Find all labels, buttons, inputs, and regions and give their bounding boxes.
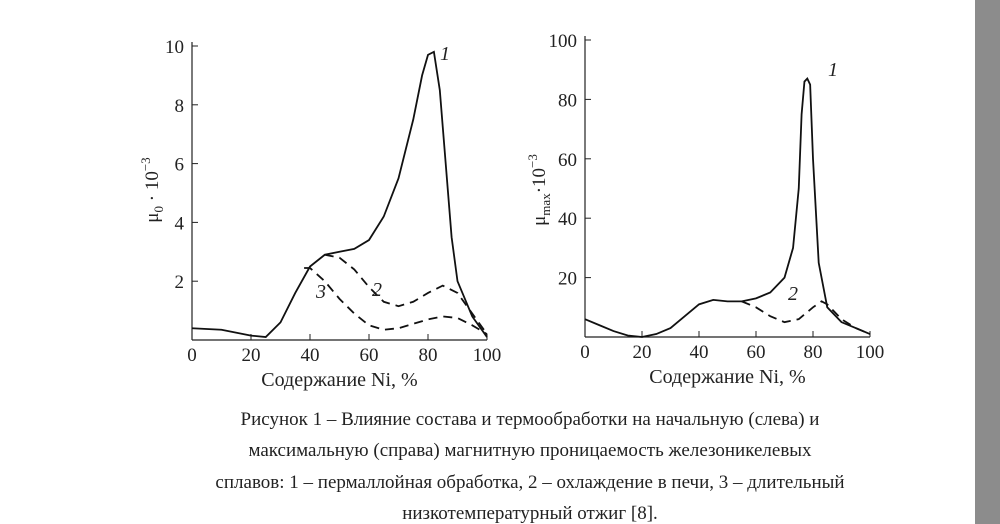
series-line: [304, 267, 488, 335]
x-tick-label: 40: [301, 345, 320, 366]
caption-line: сплавов: 1 – пермаллойная обработка, 2 –…: [215, 472, 844, 493]
y-axis-label-part: μ: [142, 212, 163, 222]
side-strip: [975, 0, 1000, 524]
x-tick-label: 60: [747, 342, 766, 363]
series-label: 2: [372, 279, 382, 301]
y-tick-label: 20: [558, 269, 577, 290]
series-label: 1: [440, 43, 450, 65]
x-tick-label: 80: [419, 345, 438, 366]
y-tick-label: 100: [549, 31, 578, 52]
y-axis-label-part: · 10: [142, 171, 163, 206]
series-label: 3: [315, 281, 326, 303]
y-tick-label: 40: [558, 209, 577, 230]
series-label: 1: [828, 59, 838, 81]
series-line: [191, 50, 488, 338]
series-label: 2: [788, 283, 798, 305]
y-axis-label-part: −3: [138, 157, 153, 171]
x-tick-label: 0: [580, 342, 590, 363]
y-axis-label-part: ·10: [529, 168, 550, 193]
y-axis-label: μ0 · 10−3: [138, 157, 166, 222]
y-axis-label: μmax·10−3: [525, 154, 553, 226]
y-tick-label: 6: [175, 155, 185, 176]
x-axis-label: Содержание Ni, %: [261, 369, 417, 391]
x-tick-label: 20: [633, 342, 652, 363]
x-tick-label: 100: [856, 342, 885, 363]
y-axis-label-part: max: [538, 193, 553, 216]
y-axis-label-part: 0: [151, 206, 166, 213]
y-tick-label: 10: [165, 37, 184, 58]
caption-line: максимальную (справа) магнитную проницае…: [248, 440, 812, 461]
y-axis-label-part: μ: [529, 216, 550, 226]
figure: Рисунок 1 – Влияние состава и термообраб…: [138, 31, 885, 524]
x-tick-label: 100: [473, 345, 502, 366]
series-line: [741, 300, 871, 335]
y-tick-label: 4: [175, 213, 185, 234]
y-axis-label-part: −3: [525, 154, 540, 168]
series-line: [324, 253, 488, 335]
x-tick-label: 20: [242, 345, 261, 366]
y-tick-label: 8: [175, 96, 185, 117]
x-tick-label: 60: [360, 345, 379, 366]
series-line: [584, 77, 871, 338]
y-tick-label: 2: [175, 272, 185, 293]
caption-line: низкотемпературный отжиг [8].: [402, 503, 658, 524]
x-tick-label: 40: [690, 342, 709, 363]
x-axis-label: Содержание Ni, %: [649, 366, 805, 388]
caption-line: Рисунок 1 – Влияние состава и термообраб…: [241, 409, 820, 430]
y-tick-label: 80: [558, 90, 577, 111]
y-tick-label: 60: [558, 150, 577, 171]
x-tick-label: 0: [187, 345, 197, 366]
x-tick-label: 80: [804, 342, 823, 363]
